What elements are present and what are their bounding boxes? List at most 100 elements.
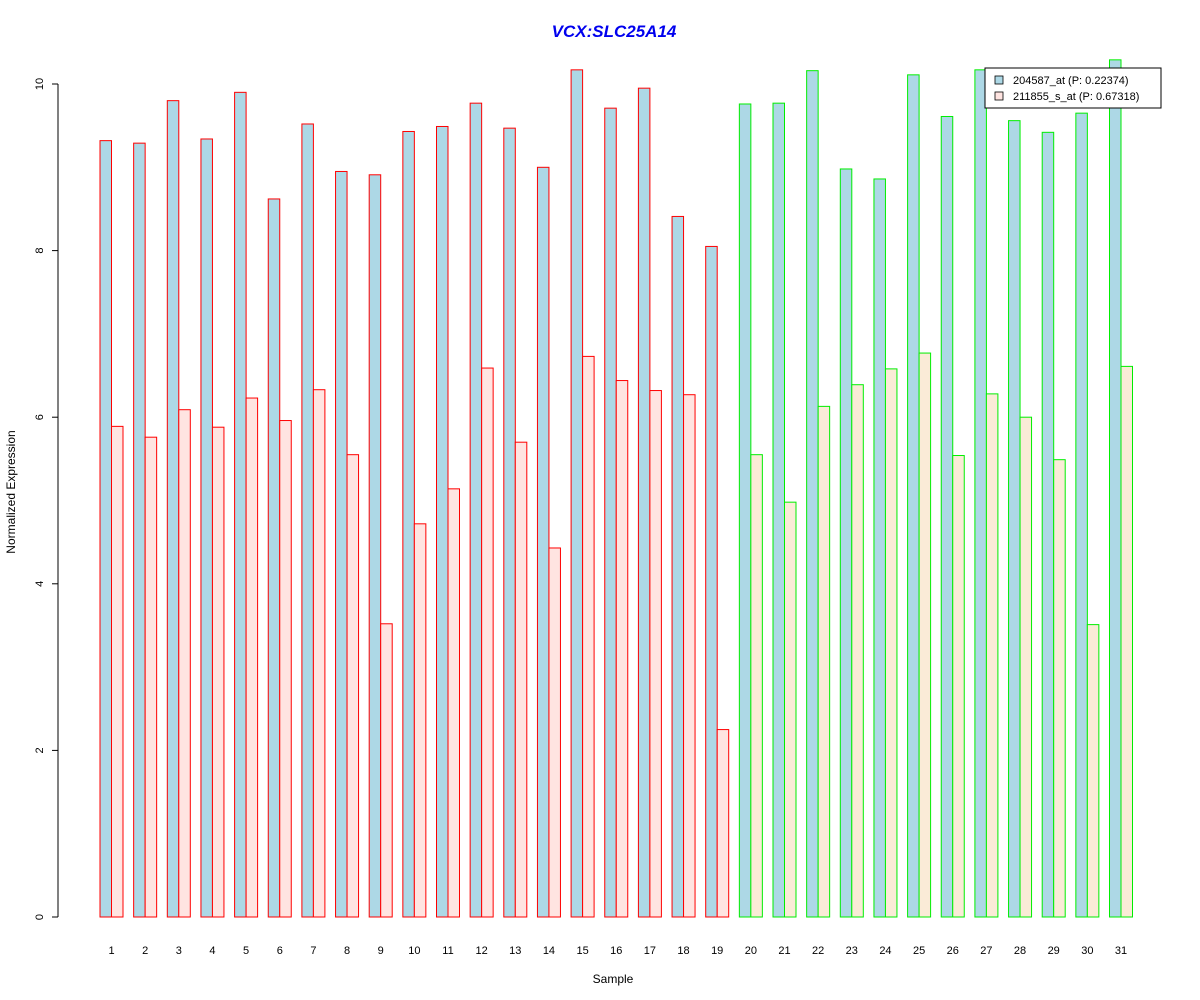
bar-204587-at-sample-8 (335, 170, 348, 918)
bar-211855-s-at-sample-18 (683, 394, 696, 918)
bar-211855-s-at-sample-27 (985, 393, 999, 918)
legend-swatch-series-2 (994, 91, 1004, 101)
x-tick-label-20: 20 (745, 945, 757, 957)
bar-211855-s-at-sample-13 (514, 441, 528, 918)
bar-204587-at-sample-5 (234, 91, 247, 918)
bar-204587-at-sample-19 (705, 245, 718, 918)
x-tick-label-21: 21 (778, 945, 790, 957)
bar-204587-at-sample-11 (436, 125, 449, 918)
chart-title: VCX:SLC25A14 (552, 22, 677, 41)
x-axis-label: Sample (593, 972, 634, 986)
y-tick-label: 10 (34, 78, 46, 90)
bar-211855-s-at-sample-10 (413, 523, 427, 918)
bar-211855-s-at-sample-19 (716, 729, 730, 918)
x-tick-label-17: 17 (644, 945, 656, 957)
y-tick-label: 6 (34, 414, 46, 420)
x-tick-label-26: 26 (947, 945, 959, 957)
bar-204587-at-sample-6 (267, 198, 281, 918)
x-tick-label-18: 18 (677, 945, 689, 957)
x-tick-label-28: 28 (1014, 945, 1026, 957)
x-tick-label-30: 30 (1081, 945, 1093, 957)
bar-204587-at-sample-13 (503, 127, 516, 918)
bar-211855-s-at-sample-17 (649, 390, 662, 918)
bar-211855-s-at-sample-5 (245, 397, 259, 918)
y-tick-label: 8 (34, 248, 46, 254)
y-tick-label: 0 (34, 914, 46, 920)
legend-box (984, 67, 1162, 109)
y-axis-label: Normalized Expression (4, 430, 18, 553)
bar-211855-s-at-sample-23 (851, 384, 864, 918)
bar-211855-s-at-sample-22 (817, 405, 831, 918)
x-tick-label-1: 1 (108, 945, 114, 957)
x-tick-label-29: 29 (1048, 945, 1060, 957)
bar-204587-at-sample-29 (1041, 131, 1055, 918)
y-tick-label: 2 (34, 747, 46, 753)
x-tick-label-24: 24 (879, 945, 891, 957)
bar-211855-s-at-sample-31 (1120, 365, 1133, 918)
bar-204587-at-sample-9 (368, 174, 382, 918)
y-tick-label: 4 (34, 581, 46, 587)
bar-211855-s-at-sample-30 (1086, 624, 1100, 918)
bar-211855-s-at-sample-25 (918, 352, 932, 918)
x-tick-label-16: 16 (610, 945, 622, 957)
bar-204587-at-sample-7 (301, 123, 314, 918)
bar-211855-s-at-sample-11 (447, 488, 460, 918)
bar-211855-s-at-sample-28 (1019, 416, 1033, 918)
bar-204587-at-sample-3 (166, 100, 180, 918)
x-tick-label-9: 9 (378, 945, 384, 957)
bar-204587-at-sample-14 (536, 166, 550, 918)
legend-swatch-series-1 (994, 75, 1004, 85)
legend-label-series-1: 204587_at (P: 0.22374) (1013, 75, 1129, 87)
bar-211855-s-at-sample-29 (1053, 459, 1066, 918)
bar-211855-s-at-sample-1 (111, 425, 124, 918)
bar-211855-s-at-sample-15 (582, 355, 595, 918)
bar-211855-s-at-sample-2 (144, 436, 158, 918)
bar-211855-s-at-sample-3 (178, 409, 191, 918)
bar-211855-s-at-sample-12 (481, 367, 494, 918)
x-tick-label-23: 23 (846, 945, 858, 957)
x-tick-label-25: 25 (913, 945, 925, 957)
x-tick-label-31: 31 (1115, 945, 1127, 957)
bar-204587-at-sample-21 (772, 102, 785, 918)
legend-label-series-2: 211855_s_at (P: 0.67318) (1013, 91, 1139, 103)
bar-204587-at-sample-26 (940, 115, 954, 918)
x-tick-label-3: 3 (176, 945, 182, 957)
bar-204587-at-sample-28 (1008, 120, 1021, 918)
bar-211855-s-at-sample-24 (884, 368, 898, 918)
bar-204587-at-sample-22 (806, 70, 819, 918)
bar-204587-at-sample-15 (570, 69, 584, 918)
bar-204587-at-sample-27 (974, 69, 987, 918)
x-tick-label-14: 14 (543, 945, 555, 957)
bar-204587-at-sample-12 (469, 102, 483, 918)
bar-204587-at-sample-4 (200, 138, 213, 918)
bar-204587-at-sample-20 (738, 103, 752, 918)
bar-204587-at-sample-30 (1075, 112, 1088, 918)
bar-204587-at-sample-17 (637, 87, 651, 918)
bar-211855-s-at-sample-8 (346, 454, 360, 918)
x-tick-label-5: 5 (243, 945, 249, 957)
bar-204587-at-sample-1 (99, 140, 112, 918)
bar-211855-s-at-sample-6 (279, 420, 292, 918)
bar-211855-s-at-sample-7 (312, 389, 326, 918)
bar-211855-s-at-sample-4 (211, 426, 225, 918)
x-tick-label-2: 2 (142, 945, 148, 957)
x-tick-label-10: 10 (408, 945, 420, 957)
x-tick-label-22: 22 (812, 945, 824, 957)
x-tick-label-4: 4 (209, 945, 215, 957)
x-tick-label-19: 19 (711, 945, 723, 957)
bar-204587-at-sample-10 (402, 130, 415, 918)
bar-204587-at-sample-25 (907, 74, 920, 918)
bar-211855-s-at-sample-14 (548, 547, 561, 918)
x-tick-label-15: 15 (576, 945, 588, 957)
y-axis: 0 2 4 6 8 10 (34, 78, 59, 920)
x-tick-label-27: 27 (980, 945, 992, 957)
x-tick-label-6: 6 (277, 945, 283, 957)
bar-204587-at-sample-16 (604, 107, 617, 918)
x-tick-label-12: 12 (476, 945, 488, 957)
x-tick-label-11: 11 (442, 945, 453, 957)
bar-211855-s-at-sample-26 (952, 455, 965, 918)
bar-204587-at-sample-31 (1109, 59, 1122, 918)
bar-211855-s-at-sample-20 (750, 454, 763, 918)
bar-204587-at-sample-18 (671, 215, 685, 918)
